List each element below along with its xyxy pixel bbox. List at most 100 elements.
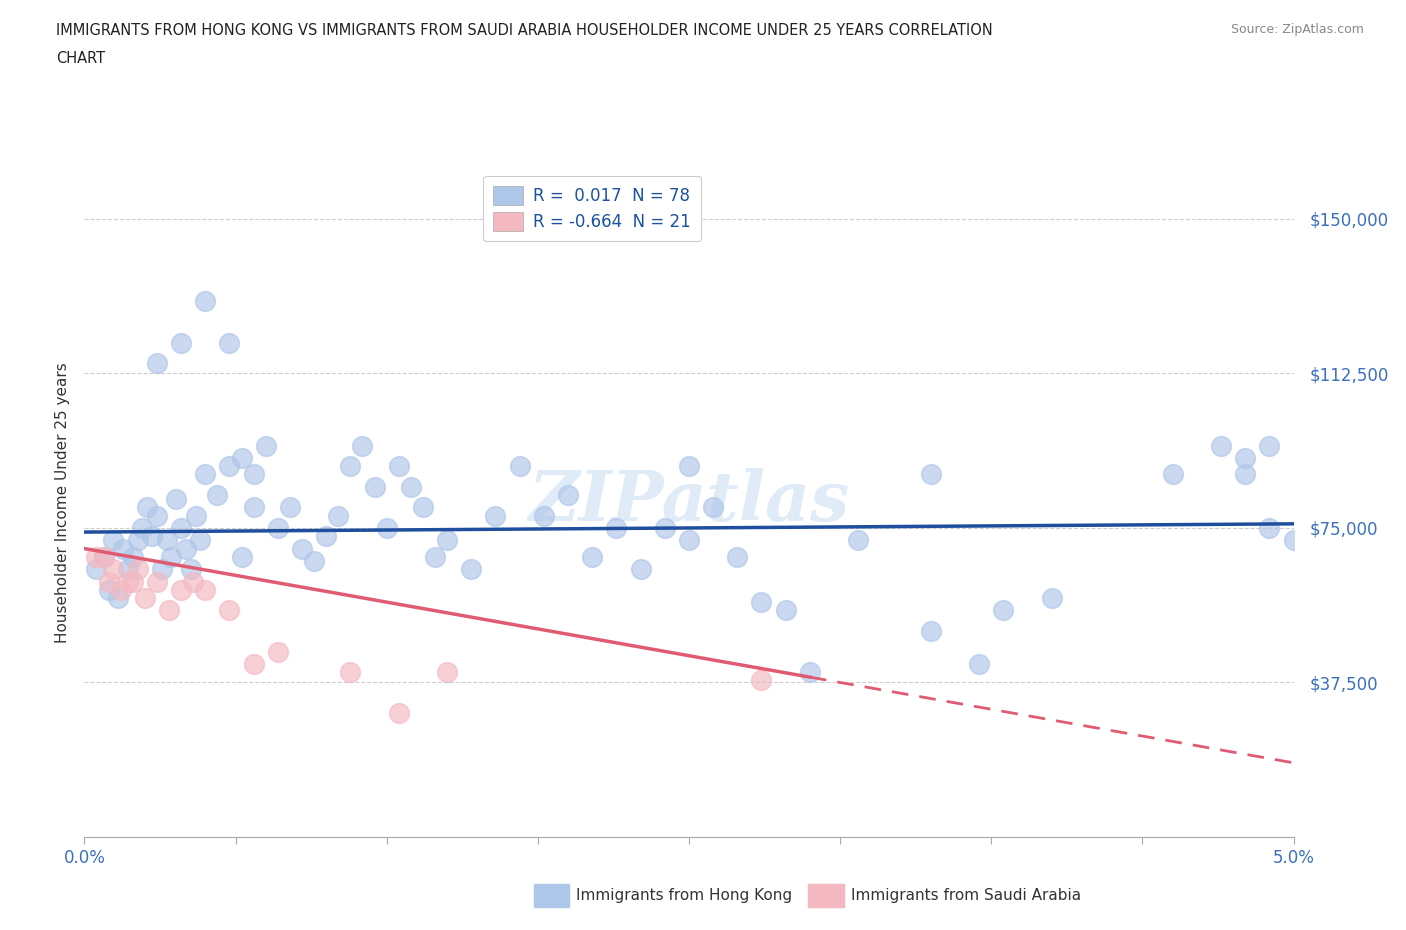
- Point: [1258, 521, 1281, 536]
- Point: [1161, 467, 1184, 482]
- Point: [218, 603, 240, 618]
- Point: [150, 562, 173, 577]
- Point: [134, 591, 156, 605]
- Point: [231, 550, 253, 565]
- Point: [846, 533, 869, 548]
- Point: [388, 706, 411, 721]
- Point: [267, 521, 290, 536]
- Point: [160, 550, 183, 565]
- Point: [190, 533, 212, 548]
- Point: [121, 550, 143, 565]
- Point: [1209, 438, 1232, 453]
- Point: [146, 355, 169, 370]
- Point: [127, 533, 149, 548]
- Point: [110, 582, 132, 597]
- Point: [993, 603, 1015, 618]
- Point: [557, 487, 579, 502]
- Text: Immigrants from Hong Kong: Immigrants from Hong Kong: [576, 888, 793, 903]
- Text: Source: ZipAtlas.com: Source: ZipAtlas.com: [1230, 23, 1364, 36]
- Point: [751, 594, 773, 609]
- Point: [157, 603, 180, 618]
- Point: [231, 450, 253, 465]
- Point: [165, 492, 187, 507]
- Point: [218, 335, 240, 350]
- Point: [86, 562, 108, 577]
- Point: [112, 541, 135, 556]
- Y-axis label: Householder Income Under 25 years: Householder Income Under 25 years: [55, 362, 70, 643]
- Point: [412, 500, 434, 515]
- Point: [141, 529, 163, 544]
- Point: [436, 533, 458, 548]
- Text: ZIPatlas: ZIPatlas: [529, 469, 849, 536]
- Point: [339, 458, 361, 473]
- Point: [170, 521, 193, 536]
- Point: [436, 665, 458, 680]
- Text: Immigrants from Saudi Arabia: Immigrants from Saudi Arabia: [851, 888, 1081, 903]
- Point: [678, 458, 700, 473]
- Point: [725, 550, 748, 565]
- Point: [605, 521, 627, 536]
- Legend: R =  0.017  N = 78, R = -0.664  N = 21: R = 0.017 N = 78, R = -0.664 N = 21: [484, 176, 702, 241]
- Point: [967, 657, 990, 671]
- Point: [533, 508, 555, 523]
- Point: [131, 521, 153, 536]
- Point: [920, 623, 942, 638]
- Point: [194, 467, 217, 482]
- Point: [775, 603, 797, 618]
- Point: [107, 591, 129, 605]
- Point: [751, 673, 773, 688]
- Point: [630, 562, 652, 577]
- Point: [117, 574, 139, 589]
- Point: [146, 574, 169, 589]
- Point: [375, 521, 398, 536]
- Point: [1234, 450, 1257, 465]
- Point: [170, 335, 193, 350]
- Point: [267, 644, 290, 659]
- Point: [194, 294, 217, 309]
- Point: [328, 508, 350, 523]
- Point: [1234, 467, 1257, 482]
- Point: [117, 562, 139, 577]
- Point: [484, 508, 506, 523]
- Point: [97, 582, 120, 597]
- Point: [702, 500, 724, 515]
- Point: [180, 562, 202, 577]
- Point: [352, 438, 374, 453]
- Point: [181, 574, 204, 589]
- Point: [207, 487, 229, 502]
- Point: [121, 574, 143, 589]
- Point: [242, 500, 264, 515]
- Point: [302, 553, 325, 568]
- Text: IMMIGRANTS FROM HONG KONG VS IMMIGRANTS FROM SAUDI ARABIA HOUSEHOLDER INCOME UND: IMMIGRANTS FROM HONG KONG VS IMMIGRANTS …: [56, 23, 993, 38]
- Point: [291, 541, 314, 556]
- Point: [363, 479, 385, 494]
- Point: [1040, 591, 1063, 605]
- Point: [242, 467, 264, 482]
- Point: [146, 508, 169, 523]
- Point: [174, 541, 197, 556]
- Point: [315, 529, 337, 544]
- Point: [799, 665, 821, 680]
- Point: [1282, 533, 1305, 548]
- Point: [654, 521, 676, 536]
- Point: [155, 533, 177, 548]
- Point: [423, 550, 446, 565]
- Point: [509, 458, 531, 473]
- Point: [136, 500, 159, 515]
- Point: [460, 562, 482, 577]
- Point: [278, 500, 301, 515]
- Point: [388, 458, 411, 473]
- Point: [920, 467, 942, 482]
- Point: [103, 562, 125, 577]
- Point: [86, 550, 108, 565]
- Point: [97, 574, 120, 589]
- Point: [218, 458, 240, 473]
- Point: [339, 665, 361, 680]
- Point: [581, 550, 603, 565]
- Point: [1258, 438, 1281, 453]
- Point: [93, 550, 115, 565]
- Point: [93, 550, 115, 565]
- Point: [170, 582, 193, 597]
- Point: [103, 533, 125, 548]
- Point: [242, 657, 264, 671]
